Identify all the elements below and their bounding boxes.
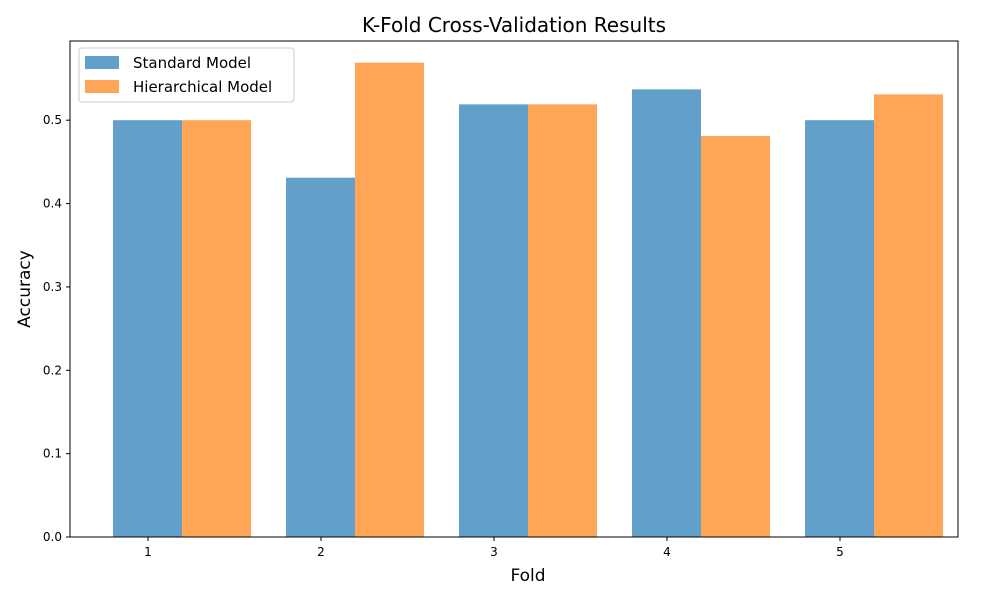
bar-standard-fold-3 xyxy=(459,104,528,538)
bar-hierarchical-fold-4 xyxy=(701,136,770,538)
bar-standard-fold-4 xyxy=(632,89,701,537)
legend: Standard Model Hierarchical Model xyxy=(78,47,295,103)
x-tick-label: 5 xyxy=(836,545,844,559)
y-tick-label: 0.4 xyxy=(43,197,62,211)
plot-frame xyxy=(69,40,959,538)
y-tick-label: 0.3 xyxy=(43,280,62,294)
x-tick-label: 2 xyxy=(317,545,325,559)
legend-swatch xyxy=(85,80,119,93)
bar-standard-fold-5 xyxy=(805,120,874,538)
bars-group xyxy=(113,62,943,538)
bar-hierarchical-fold-5 xyxy=(874,94,943,537)
y-tick-label: 0.5 xyxy=(43,113,62,127)
bar-hierarchical-fold-1 xyxy=(182,120,251,538)
bar-hierarchical-fold-2 xyxy=(355,62,424,537)
chart-title: K-Fold Cross-Validation Results xyxy=(362,13,666,37)
y-axis: 0.0 0.1 0.2 0.3 0.4 0.5 xyxy=(43,113,70,544)
y-tick-label: 0.2 xyxy=(43,363,62,377)
bar-standard-fold-2 xyxy=(286,177,355,538)
legend-label: Standard Model xyxy=(133,54,251,72)
bar-standard-fold-1 xyxy=(113,120,182,538)
x-axis: 1 2 3 4 5 xyxy=(144,537,844,559)
x-tick-label: 4 xyxy=(663,545,671,559)
legend-label: Hierarchical Model xyxy=(133,78,272,96)
bar-hierarchical-fold-3 xyxy=(528,104,597,538)
y-tick-label: 0.1 xyxy=(43,447,62,461)
legend-box xyxy=(78,47,295,103)
x-tick-label: 3 xyxy=(490,545,498,559)
y-tick-label: 0.0 xyxy=(43,530,62,544)
legend-swatch xyxy=(85,56,119,69)
x-tick-label: 1 xyxy=(144,545,152,559)
x-axis-label: Fold xyxy=(510,566,545,586)
y-axis-label: Accuracy xyxy=(15,250,35,328)
